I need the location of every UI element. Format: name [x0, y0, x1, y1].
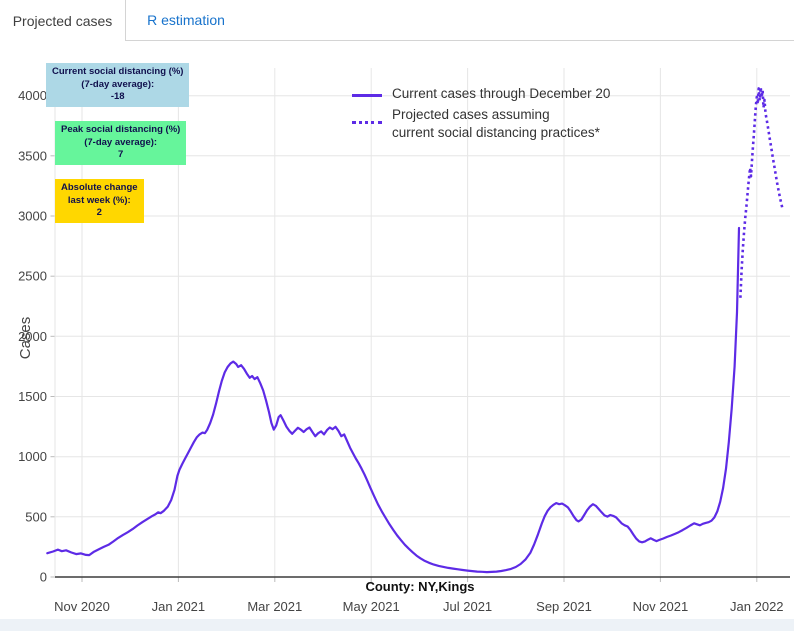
x-tick-label: May 2021 — [343, 599, 400, 614]
annotation-current-social-distancing: Current social distancing (%) (7-day ave… — [46, 63, 190, 107]
legend-item-current-cases[interactable]: Current cases through December 20 — [352, 86, 610, 101]
x-tick-label: Nov 2021 — [633, 599, 689, 614]
annotation-peak-line2: (7-day average): — [84, 136, 158, 148]
y-tick-label: 4000 — [18, 88, 47, 103]
tab-bar: Projected cases R estimation — [0, 0, 794, 41]
y-tick-label: 3000 — [18, 209, 47, 224]
x-axis-title-county: County: NY,Kings — [365, 579, 475, 594]
x-tick-label: Mar 2021 — [247, 599, 302, 614]
annotation-peak-value: 7 — [118, 149, 124, 160]
annotation-current-value: -18 — [110, 91, 125, 102]
projected-cases-line[interactable] — [739, 85, 785, 298]
bottom-strip — [0, 619, 794, 631]
y-gridlines: 0 500 1000 1500 2000 2500 3000 3500 4000 — [18, 88, 790, 585]
x-tick-label: Nov 2020 — [54, 599, 110, 614]
tab-r-estimation[interactable]: R estimation — [126, 0, 246, 41]
x-gridlines: Nov 2020 Jan 2021 Mar 2021 May 2021 Jul 2021… — [54, 68, 784, 614]
y-tick-label: 2500 — [18, 269, 47, 284]
x-tick-label: Jan 2021 — [152, 599, 206, 614]
annotation-peak-social-distancing: Peak social distancing (%) (7-day averag… — [55, 121, 187, 165]
y-tick-label: 2000 — [18, 329, 47, 344]
x-tick-label: Sep 2021 — [536, 599, 592, 614]
y-tick-label: 1500 — [18, 389, 47, 404]
y-tick-label: 1000 — [18, 449, 47, 464]
annotation-current-line1: Current social distancing (%) — [52, 66, 184, 77]
y-tick-label: 0 — [40, 570, 47, 585]
x-tick-label: Jan 2022 — [730, 599, 784, 614]
legend-current-label: Current cases through December 20 — [392, 86, 611, 101]
current-cases-line[interactable] — [46, 226, 741, 574]
annotation-absolute-change: Absolute change last week (%): 2 — [55, 179, 144, 223]
dotted-line-swatch-icon — [352, 121, 382, 124]
tab-projected-cases[interactable]: Projected cases — [0, 0, 126, 41]
annotation-absolute-line1: Absolute change — [61, 182, 138, 193]
annotation-peak-line1: Peak social distancing (%) — [61, 124, 181, 135]
legend-item-projected-cases[interactable]: Projected cases assuming current social … — [352, 106, 610, 142]
legend-projected-label-line1: Projected cases assuming — [392, 107, 550, 122]
legend-projected-label-line2: current social distancing practices* — [392, 125, 600, 140]
y-tick-label: 3500 — [18, 148, 47, 163]
tab-r-estimation-label: R estimation — [147, 12, 225, 28]
y-axis-title: Cases — [17, 317, 34, 360]
solid-line-swatch-icon — [352, 94, 382, 97]
annotation-absolute-value: 2 — [96, 207, 102, 218]
tab-projected-cases-label: Projected cases — [12, 12, 113, 29]
chart-legend: Current cases through December 20 Projec… — [352, 86, 610, 147]
y-tick-label: 500 — [25, 509, 47, 524]
annotation-absolute-line2: last week (%): — [67, 194, 131, 206]
tab-bar-filler — [246, 0, 794, 41]
annotation-current-line2: (7-day average): — [81, 78, 155, 90]
x-tick-label: Jul 2021 — [443, 599, 492, 614]
